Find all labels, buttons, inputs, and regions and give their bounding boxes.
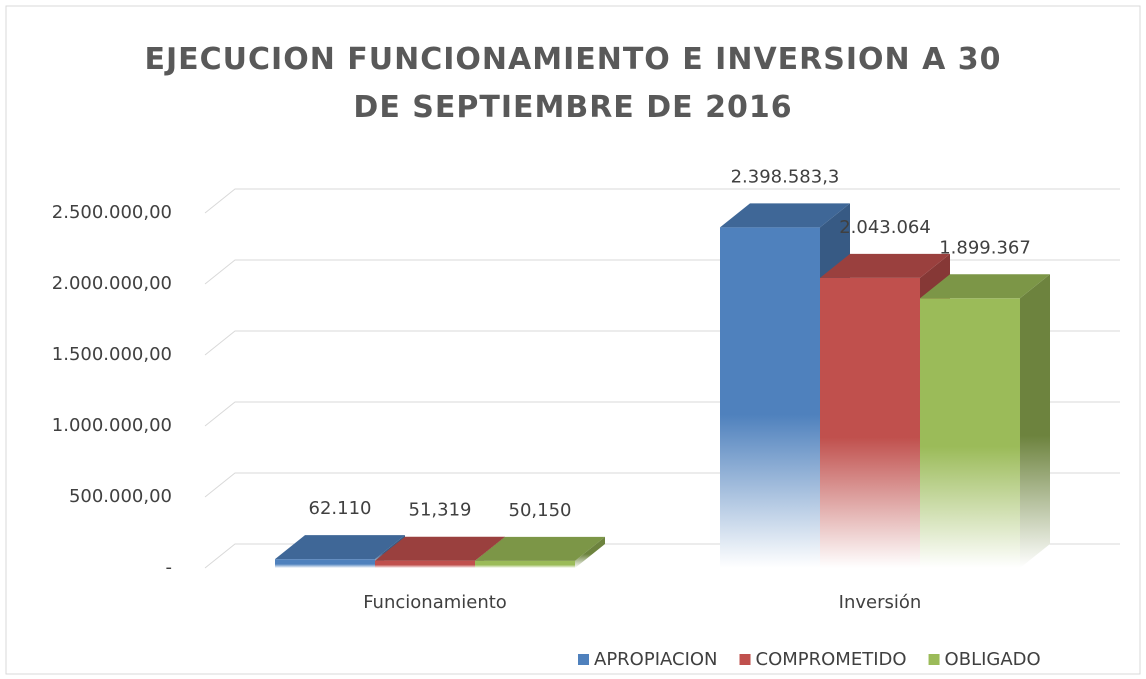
legend-swatch bbox=[739, 654, 751, 665]
x-tick-label: Inversión bbox=[839, 592, 922, 613]
bar-side bbox=[575, 536, 605, 568]
legend-label: APROPIACION bbox=[594, 649, 718, 670]
bar-side bbox=[1020, 274, 1050, 568]
bar bbox=[720, 227, 820, 568]
chart-border bbox=[5, 5, 1141, 675]
data-label: 62.110 bbox=[309, 498, 372, 519]
bar bbox=[475, 560, 575, 568]
legend-swatch bbox=[578, 654, 589, 665]
bar bbox=[820, 277, 920, 568]
y-tick-label: - bbox=[166, 557, 173, 578]
bar bbox=[375, 560, 475, 568]
legend-label: COMPROMETIDO bbox=[756, 649, 907, 670]
y-tick-label: 1.000.000,00 bbox=[52, 415, 172, 436]
y-tick-label: 1.500.000,00 bbox=[52, 344, 172, 365]
data-label: 50,150 bbox=[509, 500, 572, 521]
bar-top bbox=[720, 203, 850, 228]
bar-top bbox=[820, 253, 950, 278]
bar bbox=[920, 298, 1020, 568]
data-label: 1.899.367 bbox=[939, 237, 1031, 258]
legend-label: OBLIGADO bbox=[945, 649, 1041, 670]
y-tick-label: 2.500.000,00 bbox=[52, 202, 172, 223]
data-label: 2.043.064 bbox=[839, 217, 931, 238]
y-tick-label: 500.000,00 bbox=[69, 486, 172, 507]
chart-title: EJECUCION FUNCIONAMIENTO E INVERSION A 3… bbox=[144, 42, 1002, 125]
bar-top bbox=[275, 535, 405, 560]
bar-top bbox=[920, 274, 1050, 299]
grid-line bbox=[204, 188, 1120, 214]
bar-top bbox=[375, 536, 505, 561]
data-label: 2.398.583,3 bbox=[731, 166, 840, 187]
legend-swatch bbox=[928, 654, 940, 665]
x-tick-label: Funcionamiento bbox=[363, 592, 507, 613]
y-tick-label: 2.000.000,00 bbox=[52, 273, 172, 294]
data-label: 51,319 bbox=[409, 500, 472, 521]
bar-top bbox=[475, 536, 605, 561]
bar bbox=[275, 559, 375, 568]
